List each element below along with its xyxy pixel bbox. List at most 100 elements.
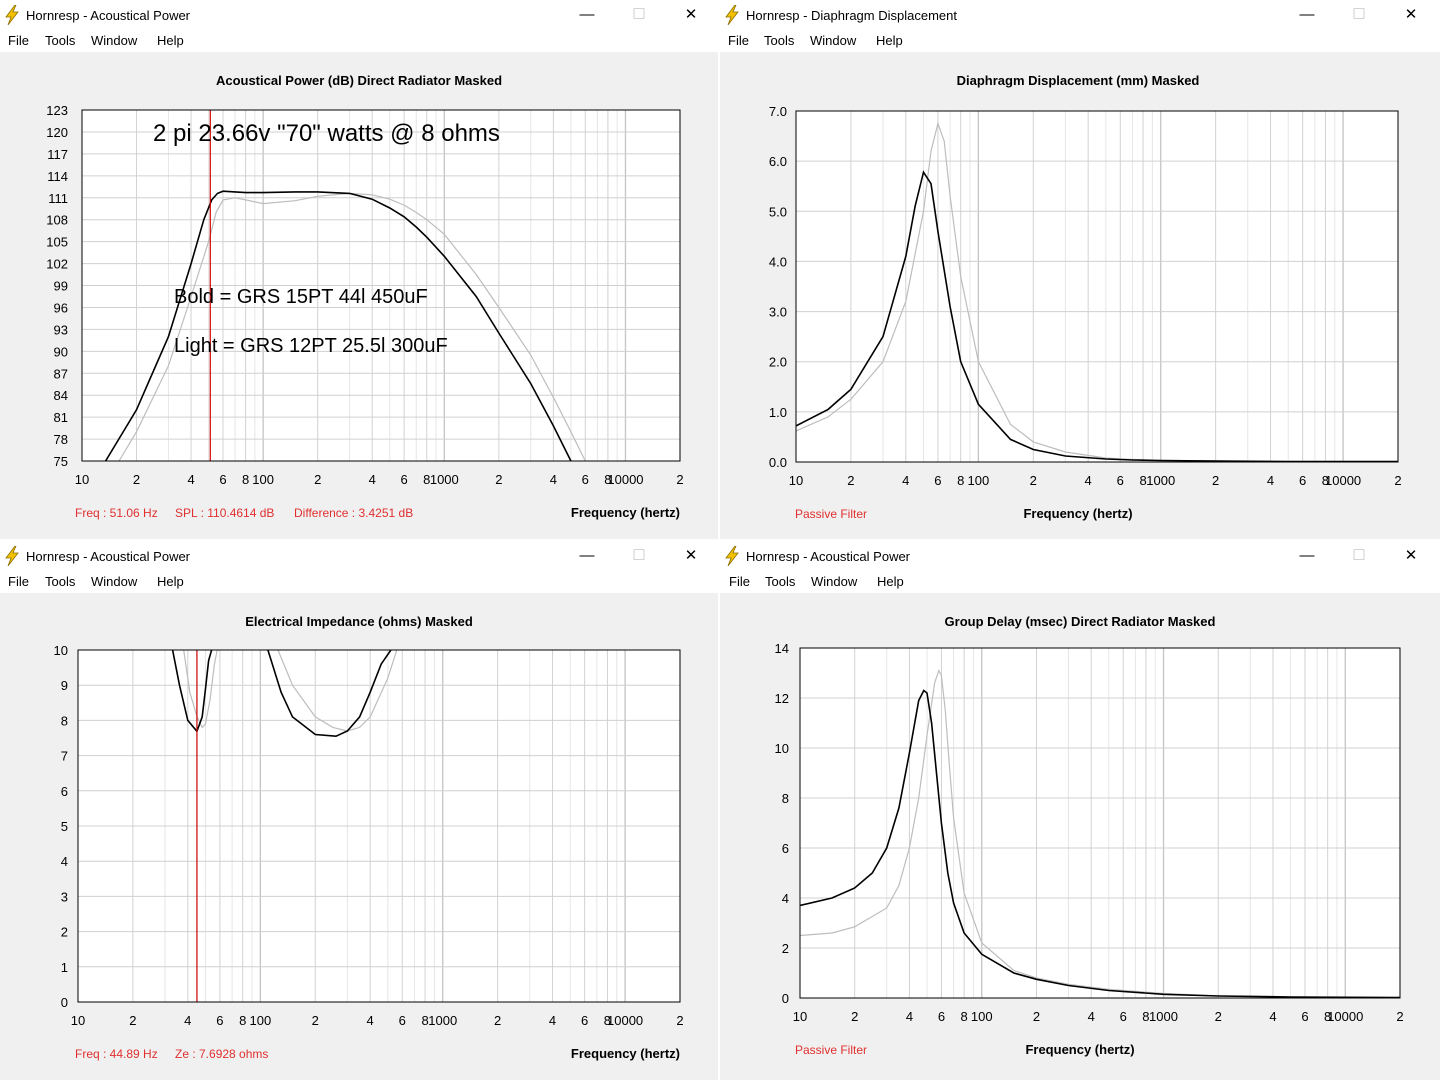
x-tick-label: 4 <box>902 473 909 488</box>
menu-bar: File Tools Window Help <box>0 571 718 593</box>
x-tick-label: 10 <box>793 1009 807 1024</box>
menu-tools[interactable]: Tools <box>764 33 795 48</box>
menu-window[interactable]: Window <box>91 33 138 48</box>
minimize-button[interactable]: — <box>1299 6 1315 23</box>
diaphragm-displacement-chart[interactable]: Diaphragm Displacement (mm) Masked 7.0 6.0… <box>720 52 1440 539</box>
plot-area: Acoustical Power (dB) Direct Radiator Ma… <box>0 52 718 539</box>
y-tick-label: 1.0 <box>769 405 787 420</box>
plot-area: Diaphragm Displacement (mm) Masked 7.0 6.0… <box>720 52 1440 539</box>
maximize-button[interactable]: ☐ <box>1352 547 1366 564</box>
x-tick-label: 10 <box>75 472 89 487</box>
x-tick-label: 8 <box>239 1013 246 1028</box>
acoustical-power-chart[interactable]: Acoustical Power (dB) Direct Radiator Ma… <box>0 52 718 539</box>
status-readout: Freq : 44.89 Hz <box>75 1047 158 1061</box>
x-tick-label: 4 <box>1267 473 1274 488</box>
y-tick-label: 87 <box>54 366 68 381</box>
title-bar[interactable]: Hornresp - Acoustical Power — ☐ ✕ <box>720 541 1440 571</box>
x-tick-label: 10000 <box>1327 1009 1363 1024</box>
chart-title: Electrical Impedance (ohms) Masked <box>245 614 473 629</box>
x-tick-label: 4 <box>184 1013 191 1028</box>
title-bar[interactable]: Hornresp - Diaphragm Displacement — ☐ ✕ <box>720 0 1440 30</box>
y-tick-label: 4 <box>782 891 789 906</box>
menu-help[interactable]: Help <box>877 574 904 589</box>
title-bar[interactable]: Hornresp - Acoustical Power — ☐ ✕ <box>0 0 718 30</box>
window-title: Hornresp - Acoustical Power <box>26 549 191 564</box>
maximize-button[interactable]: ☐ <box>632 6 646 23</box>
menu-help[interactable]: Help <box>157 574 184 589</box>
title-bar[interactable]: Hornresp - Acoustical Power — ☐ ✕ <box>0 541 718 571</box>
menu-window[interactable]: Window <box>91 574 138 589</box>
x-tick-label: 8 <box>604 1013 611 1028</box>
menu-file[interactable]: File <box>729 574 750 589</box>
y-tick-label: 78 <box>54 432 68 447</box>
y-tick-label: 93 <box>54 322 68 337</box>
x-tick-label: 2 <box>314 472 321 487</box>
window-acoustical-power: Hornresp - Acoustical Power — ☐ ✕ File T… <box>0 0 718 539</box>
close-button[interactable]: ✕ <box>1404 6 1418 23</box>
close-button[interactable]: ✕ <box>684 547 698 564</box>
maximize-button[interactable]: ☐ <box>1352 6 1366 23</box>
window-title: Hornresp - Acoustical Power <box>26 8 191 23</box>
y-tick-label: 4.0 <box>769 254 787 269</box>
x-tick-label: 100 <box>252 472 274 487</box>
plot-area: Group Delay (msec) Direct Radiator Maske… <box>720 593 1440 1080</box>
y-tick-label: 114 <box>47 169 68 184</box>
y-tick-label: 105 <box>46 235 68 250</box>
x-tick-label: 6 <box>219 472 226 487</box>
x-tick-label: 2 <box>312 1013 319 1028</box>
y-tick-label: 81 <box>54 410 68 425</box>
menu-help[interactable]: Help <box>157 33 184 48</box>
close-button[interactable]: ✕ <box>1404 547 1418 564</box>
x-tick-label: 2 <box>494 1013 501 1028</box>
chart-title: Group Delay (msec) Direct Radiator Maske… <box>945 614 1216 629</box>
x-axis-label: Frequency (hertz) <box>571 505 680 520</box>
group-delay-chart[interactable]: Group Delay (msec) Direct Radiator Maske… <box>720 593 1440 1080</box>
hornresp-app-icon <box>725 5 739 25</box>
menu-window[interactable]: Window <box>811 574 858 589</box>
bold-trace-line <box>104 190 572 461</box>
y-tick-label: 6 <box>61 784 68 799</box>
x-tick-label: 2 <box>1394 473 1401 488</box>
x-tick-label: 2 <box>1215 1009 1222 1024</box>
x-tick-label: 8 <box>421 1013 428 1028</box>
menu-file[interactable]: File <box>728 33 749 48</box>
y-tick-label: 84 <box>54 388 68 403</box>
menu-tools[interactable]: Tools <box>45 574 76 589</box>
menu-file[interactable]: File <box>8 33 29 48</box>
menu-tools[interactable]: Tools <box>765 574 796 589</box>
menu-window[interactable]: Window <box>810 33 857 48</box>
y-tick-label: 90 <box>54 344 68 359</box>
menu-help[interactable]: Help <box>876 33 903 48</box>
chart-title: Diaphragm Displacement (mm) Masked <box>957 73 1200 88</box>
y-tick-label: 111 <box>48 191 68 206</box>
menu-tools[interactable]: Tools <box>45 33 76 48</box>
x-tick-label: 4 <box>1088 1009 1095 1024</box>
x-tick-label: 1000 <box>430 472 459 487</box>
x-axis-label: Frequency (hertz) <box>571 1046 680 1061</box>
menu-file[interactable]: File <box>8 574 29 589</box>
window-diaphragm-displacement: Hornresp - Diaphragm Displacement — ☐ ✕ … <box>720 0 1440 539</box>
x-tick-label: 2 <box>851 1009 858 1024</box>
maximize-button[interactable]: ☐ <box>632 547 646 564</box>
plot-background <box>800 648 1400 998</box>
x-tick-label: 4 <box>549 1013 556 1028</box>
x-tick-label: 6 <box>1117 473 1124 488</box>
x-tick-label: 6 <box>581 1013 588 1028</box>
minimize-button[interactable]: — <box>1299 547 1315 564</box>
window-electrical-impedance: Hornresp - Acoustical Power — ☐ ✕ File T… <box>0 541 718 1080</box>
x-tick-label: 6 <box>938 1009 945 1024</box>
plot-background <box>796 111 1398 462</box>
x-tick-label: 8 <box>1322 473 1329 488</box>
y-tick-label: 120 <box>46 125 68 140</box>
x-tick-label: 8 <box>1139 473 1146 488</box>
minimize-button[interactable]: — <box>579 547 595 564</box>
x-tick-label: 10 <box>789 473 803 488</box>
x-tick-label: 4 <box>1085 473 1092 488</box>
x-axis-label: Frequency (hertz) <box>1025 1042 1134 1057</box>
y-tick-label: 9 <box>61 678 68 693</box>
minimize-button[interactable]: — <box>579 6 595 23</box>
close-button[interactable]: ✕ <box>684 6 698 23</box>
x-tick-label: 8 <box>423 472 430 487</box>
y-tick-label: 6.0 <box>769 154 787 169</box>
electrical-impedance-chart[interactable]: Electrical Impedance (ohms) Masked109876… <box>0 593 718 1080</box>
